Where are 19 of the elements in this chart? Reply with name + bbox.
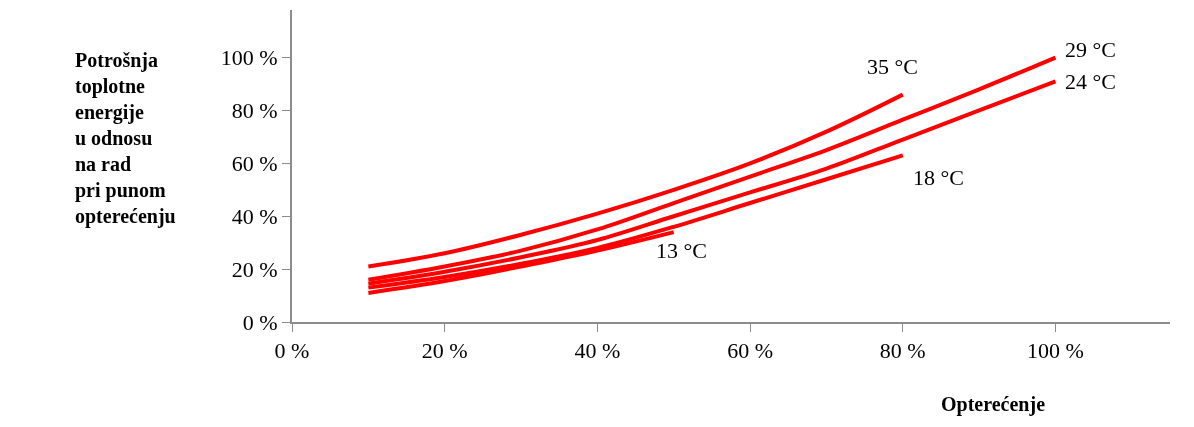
y-tick-label: 80 %: [231, 98, 278, 124]
series-label: 35 °C: [867, 54, 918, 79]
y-tick-label: 20 %: [231, 256, 278, 282]
x-tick-label: 100 %: [1027, 338, 1084, 364]
y-tick-label: 40 %: [231, 203, 278, 229]
x-tick-label: 0 %: [274, 338, 310, 364]
series-label: 29 °C: [1065, 37, 1116, 62]
y-tick-label: 60 %: [231, 151, 278, 177]
x-tick-label: 60 %: [727, 338, 773, 364]
x-tick-label: 20 %: [421, 338, 468, 364]
y-axis-title: Potrošnja toplotne energije u odnosu na rad pri punom opterećenju: [75, 49, 176, 228]
x-tick-label: 80 %: [879, 338, 926, 364]
series-label: 13 °C: [656, 238, 707, 263]
series-label: 18 °C: [913, 165, 964, 190]
x-tick-label: 40 %: [574, 338, 621, 364]
y-tick-label: 100 %: [220, 45, 278, 71]
x-axis-title: Opterećenje: [941, 393, 1046, 416]
y-tick-label: 0 %: [242, 309, 278, 335]
series-label: 24 °C: [1065, 69, 1116, 94]
